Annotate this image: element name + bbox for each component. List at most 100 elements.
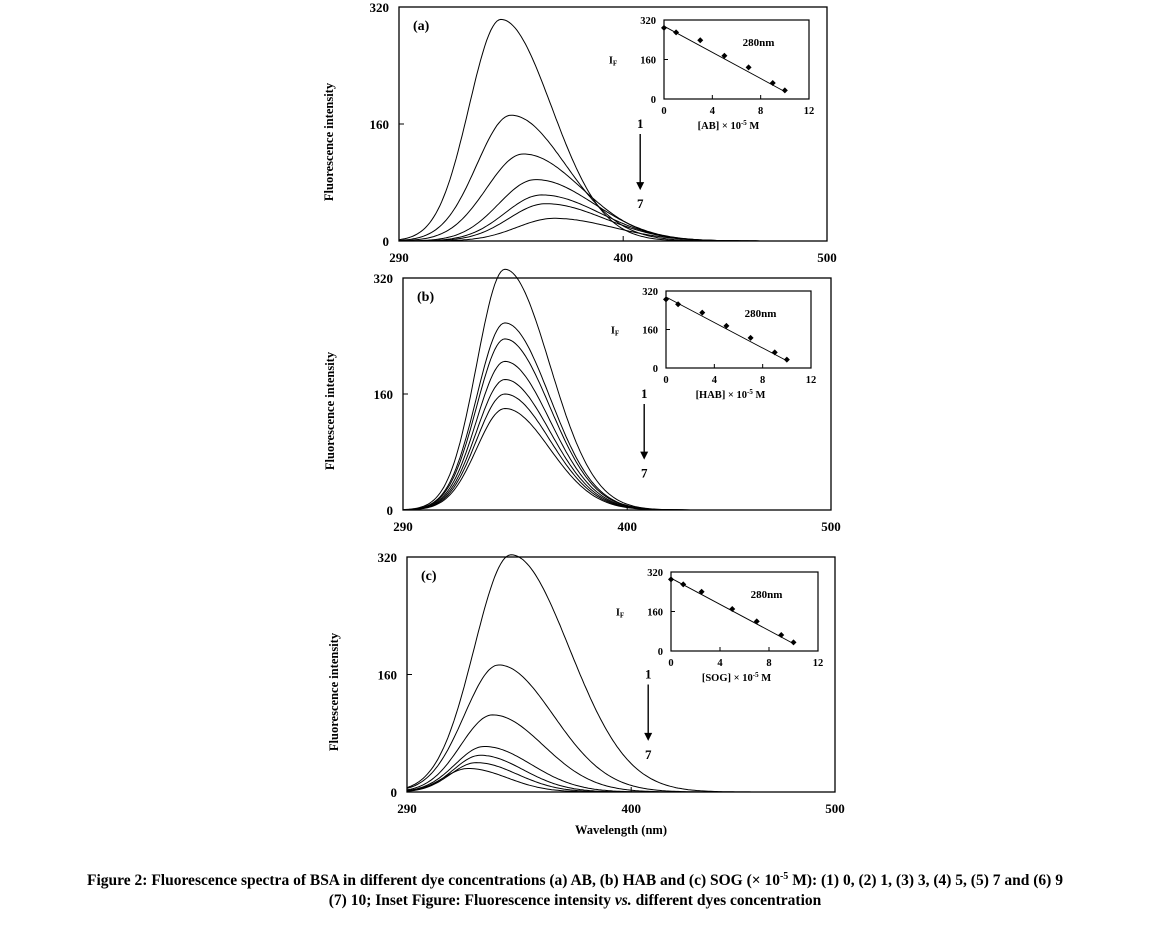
spectrum-line-2 [406,664,835,793]
inset-data-point [783,356,790,363]
inset-fit-line [663,25,786,92]
inset-label: 280nm [751,589,783,601]
inset-frame [663,19,810,100]
inset-y-axis-label: IF [609,56,617,68]
x-tick-label: 500 [825,801,845,816]
inset-data-point [781,87,788,94]
inset-data-point [771,349,778,356]
inset-x-tick-label: 8 [758,106,763,117]
spectrum-line-7 [399,217,827,242]
arrow-head [636,182,645,191]
inset-x-axis-label-unit: M [753,390,766,401]
inset-data-point [723,322,730,329]
inset-y-tick-label: 320 [642,287,658,298]
y-axis-label: Fluorescence intensity [323,351,337,470]
spectrum-line-3 [399,153,827,242]
inset-y-tick-label: 160 [640,56,656,67]
spectrum-line-5 [406,754,835,793]
inset-fit-line [665,296,788,362]
arrow-label-bottom: 7 [645,747,652,762]
spectrum-line-4 [399,179,827,242]
inset-data-point [699,309,706,316]
x-tick-label: 500 [817,250,837,265]
inset-data-point [747,334,754,341]
inset-data-point [673,29,680,36]
inset-x-tick-label: 12 [813,658,824,669]
inset-y-tick-label: 160 [642,326,658,337]
inset-data-point [698,588,705,595]
inset-chart: 0 4 8 12 0 160 320 IF [HAB] × 10-5 M 280nm [611,287,816,401]
y-tick-label: 0 [391,785,398,800]
spectrum-line-3 [406,714,835,793]
arrow-label-bottom: 7 [637,196,644,211]
x-tick-label: 400 [621,801,641,816]
inset-data-point [663,296,669,303]
inset-x-axis-label: [HAB] × 10-5 M [696,388,766,401]
inset-data-point [661,24,667,31]
inset-data-point [697,37,704,44]
inset-y-tick-label: 0 [658,647,663,658]
inset-x-tick-label: 4 [717,658,723,669]
x-tick-label: 290 [397,801,417,816]
inset-x-tick-label: 0 [668,658,673,669]
arrow-label-top: 1 [637,116,644,131]
x-tick-label: 290 [389,250,409,265]
inset-data-point [753,618,760,625]
caption-line-1-text-a: Figure 2: Fluorescence spectra of BSA in… [87,872,780,890]
inset-data-point [778,631,785,638]
x-tick-label: 400 [617,519,637,534]
spectrum-line-7 [406,768,835,793]
panel-label: (a) [413,19,430,34]
y-tick-label: 320 [370,0,390,15]
spectrum-line-4 [406,746,835,793]
inset-x-tick-label: 0 [663,375,668,386]
inset-y-axis-label-subscript: F [620,612,624,620]
inset-x-axis-label-unit: M [759,673,772,684]
y-tick-label: 0 [383,234,390,249]
arrow-head [640,451,649,460]
inset-x-axis-label: [AB] × 10-5 M [698,119,760,132]
inset-frame [665,290,812,369]
y-axis-label: Fluorescence intensity [322,82,336,201]
inset-x-axis-label-exponent: -5 [753,671,759,679]
inset-data-point [745,64,752,71]
inset-y-axis-label: IF [616,608,624,620]
panel-label: (c) [421,569,437,584]
y-axis-label: Fluorescence intensity [327,632,341,751]
spectrum-line-6 [406,762,835,793]
inset-y-axis-label-subscript: F [615,330,619,338]
figure-caption: Figure 2: Fluorescence spectra of BSA in… [0,867,1150,911]
inset-label: 280nm [743,37,775,49]
inset-y-axis-label-subscript: F [613,60,617,68]
arrow-label-top: 1 [641,386,648,401]
inset-data-point [790,639,797,646]
inset-x-axis-label-exponent: -5 [741,119,747,127]
caption-line-2-text-b: different dyes concentration [631,892,822,910]
caption-line-2-text-a: (7) 10; Inset Figure: Fluorescence inten… [328,892,615,910]
x-axis-label: Wavelength (nm) [575,823,667,837]
y-tick-label: 160 [370,117,390,132]
x-tick-label: 290 [393,519,413,534]
inset-x-axis-label-unit: M [747,121,760,132]
arrow-label-bottom: 7 [641,466,648,481]
inset-x-tick-label: 12 [804,106,815,117]
x-tick-label: 400 [613,250,633,265]
inset-data-point [769,79,776,86]
inset-x-tick-label: 4 [710,106,716,117]
caption-line-1: Figure 2: Fluorescence spectra of BSA in… [0,867,1150,891]
spectrum-line-5 [403,378,831,511]
inset-y-tick-label: 320 [640,16,656,27]
inset-x-axis-label-exponent: -5 [747,388,753,396]
caption-line-2: (7) 10; Inset Figure: Fluorescence inten… [0,891,1150,911]
inset-x-tick-label: 12 [806,375,817,386]
panel-label: (b) [417,290,434,305]
y-tick-label: 0 [387,503,394,518]
inset-label: 280nm [745,308,777,320]
inset-y-tick-label: 0 [651,95,656,106]
spectrum-line-4 [402,360,831,511]
inset-x-axis-label: [SOG] × 10-5 M [702,671,771,684]
caption-line-1-exponent: -5 [779,871,789,882]
